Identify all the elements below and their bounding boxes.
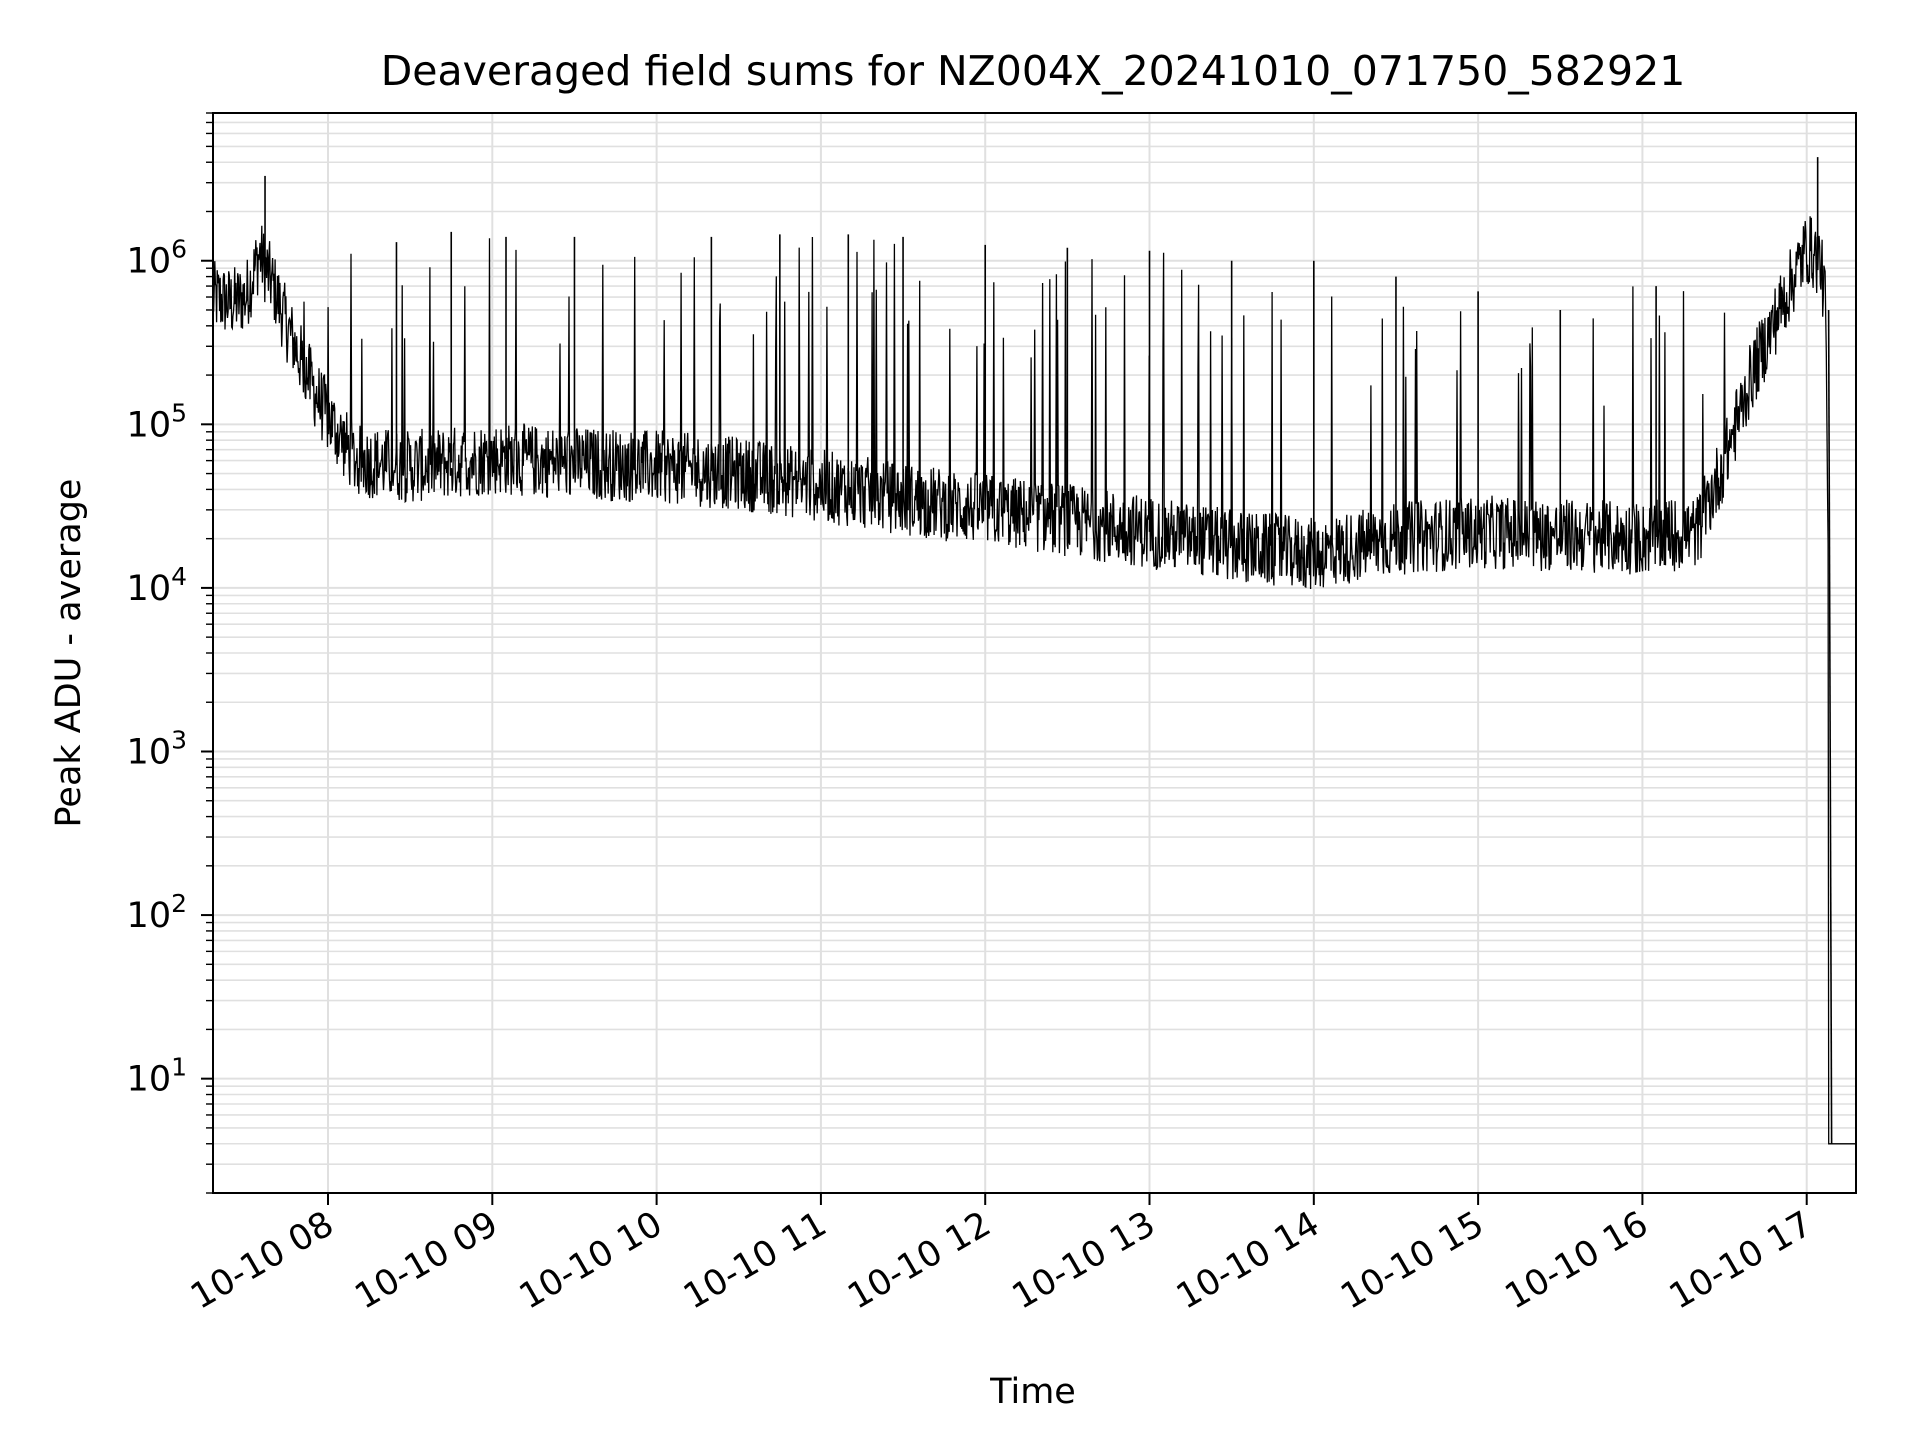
y-tick-label: 103	[127, 725, 187, 772]
chart-title: Deaveraged field sums for NZ004X_2024101…	[381, 47, 1686, 95]
grid	[213, 112, 1856, 1194]
y-tick-label: 106	[127, 235, 187, 282]
y-tick-label: 101	[127, 1053, 187, 1100]
y-tick-label: 104	[127, 562, 187, 609]
x-axis-label: Time	[989, 1372, 1076, 1412]
y-tick-label: 102	[127, 889, 187, 936]
y-tick-label: 105	[127, 398, 187, 445]
series-line	[212, 216, 1856, 1145]
drop-line	[1827, 309, 1833, 1144]
y-axis-label: Peak ADU - average	[49, 479, 89, 828]
plot-area	[212, 157, 1856, 1145]
